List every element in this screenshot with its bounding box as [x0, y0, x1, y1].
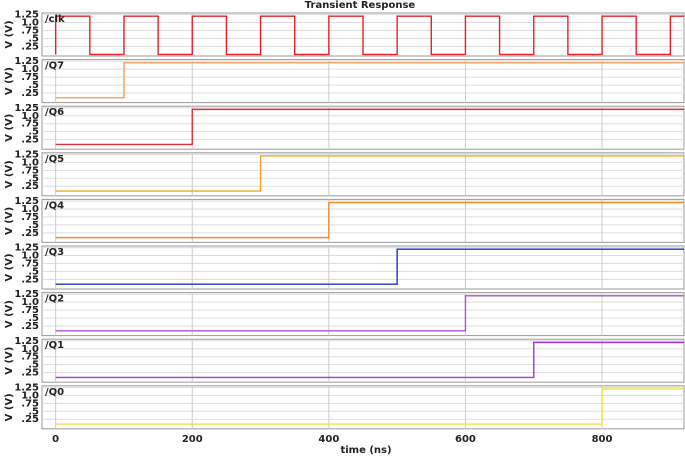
signal-line	[55, 341, 684, 379]
y-tick-label: 1.0	[21, 204, 39, 215]
x-tick-label: 200	[182, 434, 203, 445]
y-tick-label: 1.0	[21, 111, 39, 122]
y-tick-label: 1.0	[21, 344, 39, 355]
y-tick-label: 1.25	[14, 196, 39, 207]
plot-area	[41, 105, 685, 150]
y-tick-label: .75	[21, 26, 39, 37]
plot-area	[41, 292, 685, 337]
x-tick-label: 0	[52, 434, 59, 445]
x-tick-label: 400	[318, 434, 339, 445]
y-axis-label: V (V)	[4, 20, 15, 48]
y-tick-label: .75	[21, 398, 39, 409]
y-tick-label: 1.25	[14, 336, 39, 347]
y-tick-label: .25	[21, 414, 39, 425]
y-tick-label: 1.0	[21, 390, 39, 401]
legend-label: /Q1	[45, 340, 64, 351]
y-tick-label: .75	[21, 259, 39, 270]
y-tick-label: .5	[28, 220, 39, 231]
y-tick-label: .5	[28, 313, 39, 324]
x-axis-label: time (ns)	[340, 445, 391, 456]
y-tick-label: .75	[21, 212, 39, 223]
signal-line	[55, 201, 684, 239]
y-tick-label: .75	[21, 352, 39, 363]
y-axis-label: V (V)	[4, 114, 15, 142]
y-tick-label: .25	[21, 368, 39, 379]
plot-area	[41, 385, 685, 430]
x-tick-label: 800	[592, 434, 613, 445]
legend-label: /Q0	[45, 387, 64, 398]
y-tick-label: .5	[28, 360, 39, 371]
signal-line	[54, 15, 684, 56]
legend-label: /Q5	[45, 154, 64, 165]
y-tick-label: 1.0	[21, 18, 39, 29]
y-tick-label: .25	[21, 321, 39, 332]
y-tick-label: .25	[21, 41, 39, 52]
y-axis-label: V (V)	[4, 300, 15, 328]
y-tick-label: 1.25	[14, 103, 39, 114]
plot-area	[41, 338, 685, 383]
legend-label: /Q2	[45, 294, 64, 305]
x-tick-label: 600	[455, 434, 476, 445]
y-tick-label: .5	[28, 173, 39, 184]
y-axis-label: V (V)	[4, 253, 15, 281]
y-tick-label: 1.25	[14, 149, 39, 160]
y-tick-label: .75	[21, 72, 39, 83]
y-tick-label: .25	[21, 181, 39, 192]
y-tick-label: .75	[21, 165, 39, 176]
y-tick-label: 1.25	[14, 382, 39, 393]
legend-label: /Q6	[45, 107, 64, 118]
plot-area	[41, 245, 685, 290]
chart-title: Transient Response	[305, 0, 416, 11]
y-tick-label: .25	[21, 88, 39, 99]
signal-line	[55, 62, 684, 99]
y-tick-label: .25	[21, 274, 39, 285]
y-axis-label: V (V)	[4, 393, 15, 421]
signal-line	[55, 248, 684, 285]
y-tick-label: .5	[28, 127, 39, 138]
y-axis-label: V (V)	[4, 67, 15, 95]
y-tick-label: .5	[28, 80, 39, 91]
plot-area	[41, 198, 685, 243]
plot-area	[41, 59, 685, 104]
signal-line	[55, 108, 684, 146]
legend-label: /clk	[45, 14, 65, 25]
y-tick-label: .25	[21, 228, 39, 239]
y-tick-label: 1.25	[14, 243, 39, 254]
legend-label: /Q7	[45, 61, 64, 72]
plot-area	[41, 152, 685, 197]
legend-label: /Q3	[45, 247, 64, 258]
y-tick-label: .75	[21, 119, 39, 130]
y-tick-label: .5	[28, 266, 39, 277]
y-axis-label: V (V)	[4, 347, 15, 375]
y-tick-label: 1.25	[14, 289, 39, 300]
y-tick-label: .75	[21, 305, 39, 316]
y-tick-label: 1.0	[21, 64, 39, 75]
y-tick-label: .5	[28, 33, 39, 44]
signal-line	[55, 388, 684, 425]
y-tick-label: .25	[21, 135, 39, 146]
legend-label: /Q4	[45, 200, 64, 211]
y-axis-label: V (V)	[4, 160, 15, 188]
y-tick-label: 1.0	[21, 251, 39, 262]
y-tick-label: 1.0	[21, 157, 39, 168]
signal-line	[55, 155, 684, 192]
y-axis-label: V (V)	[4, 207, 15, 235]
y-tick-label: .5	[28, 406, 39, 417]
y-tick-label: 1.25	[14, 56, 39, 67]
y-tick-label: 1.0	[21, 297, 39, 308]
signal-line	[55, 295, 684, 332]
y-tick-label: 1.25	[14, 10, 39, 21]
